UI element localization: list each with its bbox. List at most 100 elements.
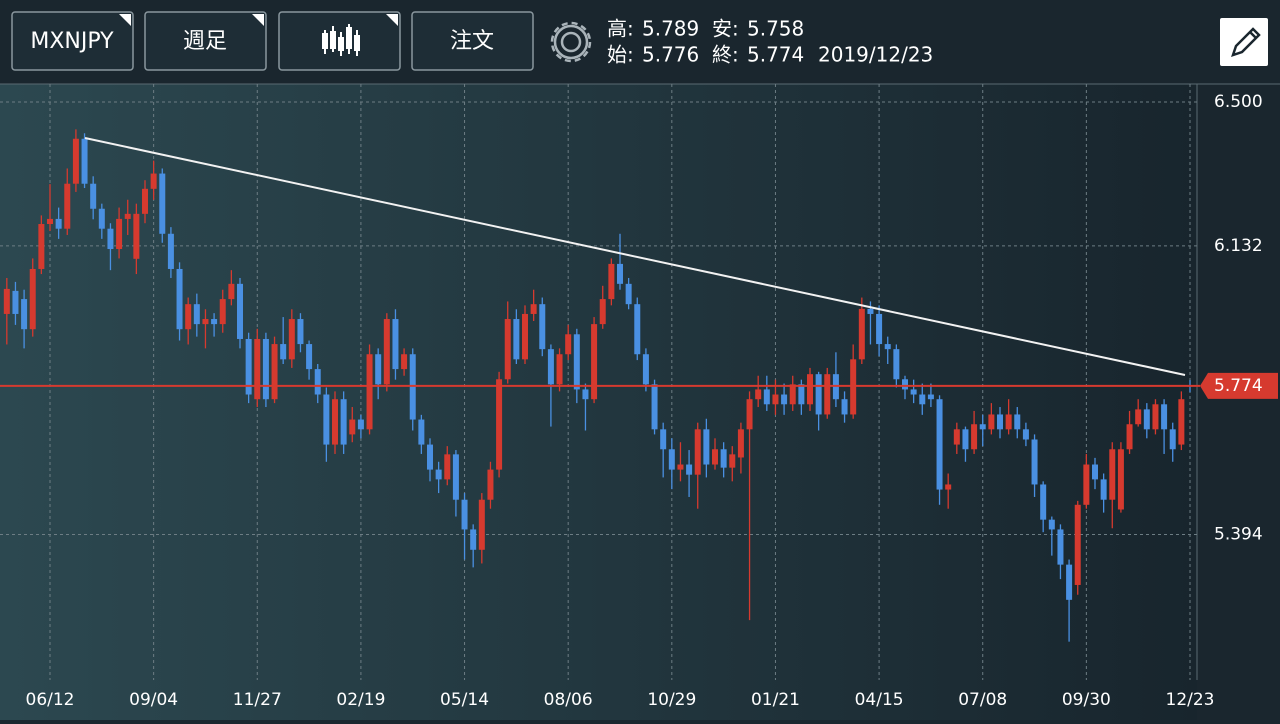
candle-body [98, 208, 105, 229]
candle-body [444, 454, 451, 480]
candle-body [487, 469, 494, 500]
x-tick-label: 11/27 [233, 690, 282, 710]
x-tick-label: 12/23 [1166, 690, 1215, 710]
candle-body [781, 394, 788, 405]
x-tick-label: 09/30 [1062, 690, 1111, 710]
candle-body [72, 138, 79, 184]
candle-body [142, 188, 148, 214]
candle-body [1135, 409, 1142, 425]
candle-body [962, 429, 969, 450]
candle-body [306, 344, 313, 370]
candle-body [1057, 529, 1064, 565]
candle-body [461, 499, 468, 530]
candle-body [824, 374, 831, 415]
candle-body [694, 429, 701, 475]
candle-body [193, 304, 200, 325]
candle-body [556, 354, 563, 385]
x-tick-label: 05/14 [440, 690, 489, 710]
last-price-tag [1200, 372, 1278, 399]
candle-body [332, 399, 338, 445]
candle-body [418, 419, 425, 445]
order-button[interactable]: 注文 [411, 11, 534, 71]
candle-body [1005, 414, 1012, 430]
candle-body [90, 183, 97, 209]
candle-body [686, 464, 693, 475]
candle-body [262, 338, 269, 400]
candle-body [211, 319, 218, 325]
candle-body [107, 228, 114, 250]
y-tick-label: 6.132 [1214, 236, 1263, 256]
candle-body [582, 389, 589, 400]
overlay: 6.500 6.132 5.394 06/12 09/04 11/27 02/19 05/14… [0, 92, 1278, 710]
candle-body [435, 469, 442, 480]
candle-body [401, 354, 408, 370]
candle-body [1109, 449, 1116, 500]
grid [0, 84, 1197, 680]
candle-body [185, 304, 192, 330]
candle-body [254, 338, 261, 400]
candle-body [789, 384, 796, 405]
x-tick-label: 06/12 [26, 690, 75, 710]
close-label: 終: [712, 43, 739, 67]
candle-body [798, 384, 805, 405]
candle-body [936, 399, 943, 490]
candle-body [64, 183, 71, 229]
candle-body [1092, 464, 1098, 480]
candle-body [1161, 404, 1168, 430]
candle-body [29, 268, 36, 330]
candle-body [116, 218, 123, 250]
candle-body [1040, 484, 1047, 520]
candle-body [772, 394, 779, 405]
candle-body [573, 334, 580, 390]
candle-body [927, 394, 934, 400]
candle-body [988, 414, 995, 430]
candle-body [651, 384, 658, 430]
candle-body [81, 138, 88, 184]
x-tick-label: 04/15 [855, 690, 904, 710]
candle-body [608, 263, 615, 300]
open-value: 5.776 [642, 43, 699, 67]
candle-body [504, 319, 511, 380]
candle-body [167, 233, 174, 269]
candle-body [496, 379, 503, 470]
candle-body [599, 299, 606, 325]
candle-body [1143, 409, 1150, 430]
candle-body [1014, 414, 1021, 430]
candle-body [919, 394, 926, 405]
x-tick-label: 08/06 [544, 690, 593, 710]
draw-button[interactable] [1220, 18, 1268, 66]
settings-icon[interactable] [550, 21, 592, 63]
candle-body [288, 319, 295, 360]
candle-body [513, 319, 520, 360]
period-button[interactable]: 週足 [144, 11, 267, 71]
symbol: MXNJPY [30, 29, 114, 54]
candle-body [815, 374, 822, 415]
chart-type-button[interactable] [278, 11, 401, 71]
candle-body [530, 304, 537, 314]
candle-body [427, 444, 433, 470]
candle-body [1152, 404, 1159, 430]
candle-body [625, 283, 632, 305]
candle-body [297, 319, 304, 345]
high-label: 高: [607, 17, 634, 41]
candle-body [1126, 424, 1133, 450]
candle-body [55, 218, 62, 229]
candle-body [565, 334, 572, 355]
candle-body [202, 319, 209, 325]
candle-body [349, 419, 356, 435]
x-tick-label: 09/04 [129, 690, 178, 710]
candle-body [47, 218, 53, 225]
candle-body [876, 313, 883, 345]
open-label: 始: [607, 43, 634, 67]
candle-body [1074, 504, 1081, 585]
candle-body [953, 429, 960, 445]
candle-body [858, 308, 865, 360]
candle-body [176, 268, 183, 330]
x-tick-label: 10/29 [647, 690, 696, 710]
candle-body [746, 399, 753, 430]
symbol-button[interactable]: MXNJPY [11, 11, 134, 71]
candle-body [945, 484, 952, 490]
trend-line [84, 137, 1186, 376]
x-tick-label: 01/21 [751, 690, 800, 710]
candle-body [219, 299, 226, 325]
